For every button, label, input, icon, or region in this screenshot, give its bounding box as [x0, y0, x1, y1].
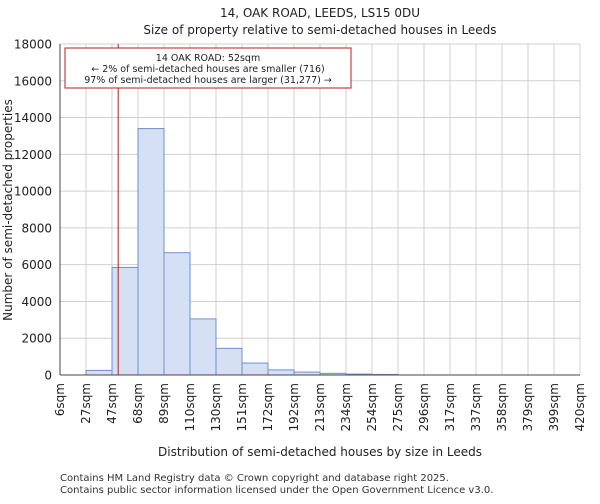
x-tick-label: 399sqm: [547, 383, 561, 431]
x-tick-label: 254sqm: [365, 383, 379, 431]
x-tick-label: 358sqm: [495, 383, 509, 431]
annotation-box: 14 OAK ROAD: 52sqm ← 2% of semi-detached…: [64, 47, 352, 89]
bar: [137, 128, 165, 376]
x-tick-label: 296sqm: [417, 383, 431, 431]
chart-title: 14, OAK ROAD, LEEDS, LS15 0DU: [220, 6, 420, 20]
footer-line-2: Contains public sector information licen…: [60, 485, 494, 496]
bar: [215, 347, 243, 376]
y-tick-label: 8000: [21, 221, 52, 235]
x-tick-label: 47sqm: [105, 383, 119, 424]
y-tick-label: 2000: [21, 332, 52, 346]
x-tick-label: 420sqm: [573, 383, 587, 431]
x-tick-label: 151sqm: [235, 383, 249, 431]
bar: [163, 252, 191, 376]
x-tick-label: 6sqm: [53, 383, 67, 416]
bar: [267, 369, 295, 376]
x-tick-label: 317sqm: [443, 383, 457, 431]
annotation-line-1: 14 OAK ROAD: 52sqm: [156, 53, 260, 64]
y-tick-label: 10000: [14, 185, 52, 199]
bar: [189, 318, 217, 376]
y-tick-label: 14000: [14, 111, 52, 125]
y-tick-label: 0: [44, 369, 52, 383]
footer-line-1: Contains HM Land Registry data © Crown c…: [60, 473, 449, 484]
annotation-line-2: ← 2% of semi-detached houses are smaller…: [91, 64, 325, 75]
axis-layer: 0 2000 4000 6000 8000 10000 12000 14000 16000 180…: [14, 38, 587, 432]
y-tick-label: 6000: [21, 258, 52, 272]
x-tick-label: 110sqm: [183, 383, 197, 431]
bar: [241, 362, 269, 376]
x-tick-label: 337sqm: [469, 383, 483, 431]
x-tick-label: 192sqm: [287, 383, 301, 431]
bar-layer: [85, 128, 399, 376]
y-axis-label: Number of semi-detached properties: [1, 99, 15, 321]
annotation-line-3: 97% of semi-detached houses are larger (…: [84, 75, 332, 86]
x-tick-label: 130sqm: [209, 383, 223, 431]
x-axis-label: Distribution of semi-detached houses by …: [158, 445, 482, 459]
y-tick-label: 18000: [14, 38, 52, 52]
x-tick-label: 379sqm: [521, 383, 535, 431]
x-tick-label: 172sqm: [261, 383, 275, 431]
x-tick-label: 27sqm: [79, 383, 93, 424]
chart-subtitle: Size of property relative to semi-detach…: [143, 23, 496, 37]
bar: [111, 266, 139, 376]
x-tick-label: 234sqm: [339, 383, 353, 431]
annotation-rect: [64, 47, 352, 89]
x-tick-label: 275sqm: [391, 383, 405, 431]
y-tick-label: 12000: [14, 148, 52, 162]
y-tick-label: 16000: [14, 74, 52, 88]
bar: [85, 369, 113, 376]
x-tick-label: 213sqm: [313, 383, 327, 431]
y-tick-label: 4000: [21, 295, 52, 309]
x-tick-label: 89sqm: [157, 383, 171, 424]
x-tick-label: 68sqm: [131, 383, 145, 424]
